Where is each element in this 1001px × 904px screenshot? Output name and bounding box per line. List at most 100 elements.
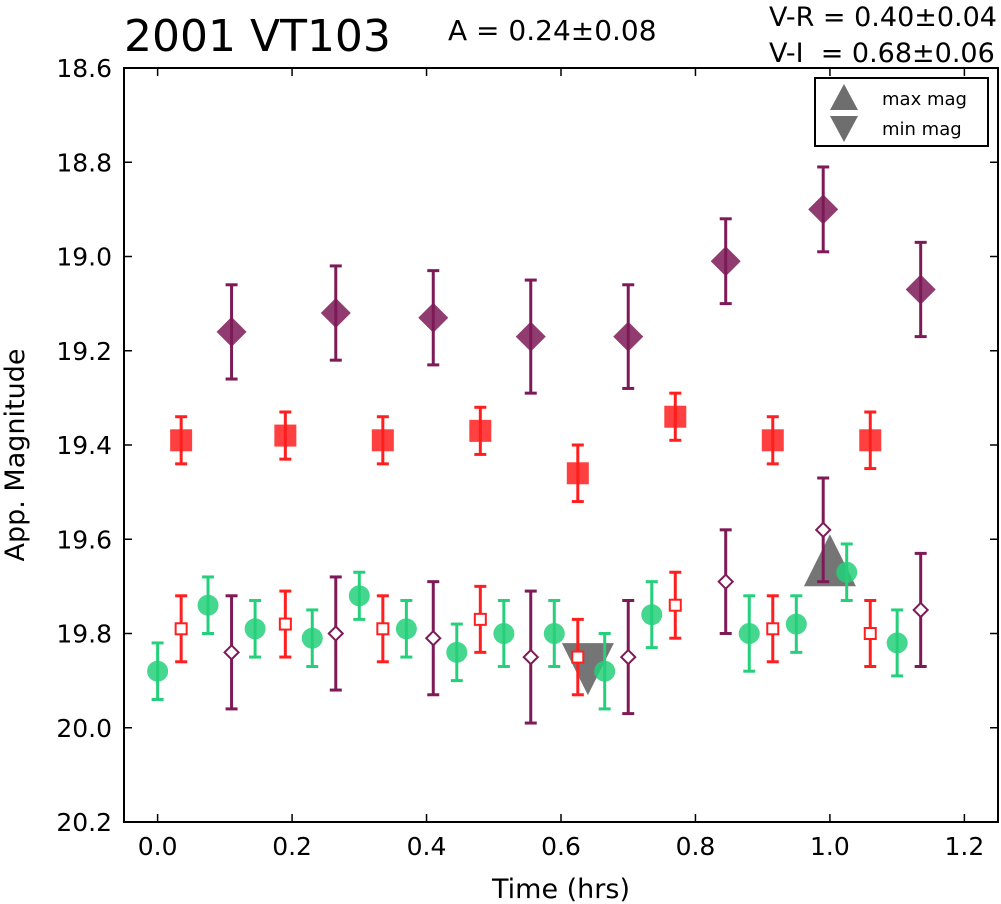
y-tick-label: 20.2 <box>56 808 112 837</box>
data-layer <box>147 165 936 725</box>
color-vr-label: V-R = 0.40±0.04 <box>768 2 997 33</box>
data-point <box>223 594 240 711</box>
y-tick-label: 18.6 <box>56 54 112 83</box>
color-vi-label: V-I = 0.68±0.06 <box>768 38 995 69</box>
x-axis-label: Time (hrs) <box>491 874 630 904</box>
data-point <box>376 594 390 664</box>
marker-diamond <box>613 321 644 352</box>
marker-square <box>170 429 193 452</box>
data-point <box>594 632 616 711</box>
marker-circle <box>493 623 515 644</box>
y-tick-label: 19.0 <box>56 243 112 272</box>
y-tick-label: 19.6 <box>56 525 112 554</box>
marker-open-diamond <box>619 648 637 666</box>
marker-circle <box>197 594 219 616</box>
marker-open-diamond <box>814 521 832 539</box>
data-point <box>301 608 323 668</box>
marker-square <box>371 429 394 452</box>
legend-min-marker <box>830 116 858 142</box>
marker-diamond <box>515 321 546 352</box>
x-tick-label: 0.2 <box>272 832 312 861</box>
data-point <box>473 584 487 654</box>
marker-open-square <box>278 617 292 631</box>
marker-open-square <box>766 622 780 636</box>
marker-circle <box>244 618 266 640</box>
marker-square <box>469 419 492 442</box>
data-point <box>566 443 589 504</box>
data-point <box>274 410 297 461</box>
legend: max mag min mag <box>814 77 989 147</box>
data-point <box>515 278 546 395</box>
marker-open-diamond <box>522 648 540 666</box>
amplitude-label: A = 0.24±0.08 <box>448 14 657 47</box>
data-point <box>619 599 637 716</box>
x-tick-label: 0.0 <box>138 832 178 861</box>
marker-diamond <box>418 302 449 333</box>
marker-open-square <box>376 622 390 636</box>
y-tick-label: 18.8 <box>56 148 112 177</box>
data-point <box>836 542 858 603</box>
axes: 0.0 0.2 0.4 0.6 0.8 1.0 1.2 18.6 18.8 19.0 19.2 19.… <box>56 54 999 861</box>
y-tick-label: 20.0 <box>56 714 112 743</box>
data-point <box>785 594 807 654</box>
x-tick-label: 0.8 <box>676 832 716 861</box>
data-point <box>668 570 682 640</box>
data-point <box>395 599 417 659</box>
data-point <box>859 410 882 471</box>
data-point <box>571 617 585 697</box>
y-tick-label: 19.8 <box>56 620 112 649</box>
marker-circle <box>785 613 807 635</box>
legend-min-label: min mag <box>882 119 962 140</box>
marker-square <box>664 405 687 428</box>
color-indices: V-R = 0.40±0.04 V-I = 0.68±0.06 <box>769 0 997 72</box>
marker-circle <box>446 641 468 663</box>
marker-circle <box>594 660 616 682</box>
data-point <box>424 580 442 697</box>
y-tick-label: 19.2 <box>56 337 112 366</box>
marker-circle <box>543 623 565 644</box>
marker-open-diamond <box>424 629 442 647</box>
marker-circle <box>836 561 858 583</box>
data-point <box>664 391 687 442</box>
marker-circle <box>301 627 323 649</box>
data-point <box>641 580 663 650</box>
marker-square <box>274 424 297 447</box>
data-point <box>348 570 370 621</box>
y-axis-label: App. Magnitude <box>0 349 31 562</box>
data-point <box>244 599 266 659</box>
data-point <box>320 264 351 362</box>
y-tick-label: 19.4 <box>56 431 112 460</box>
data-point <box>418 269 449 367</box>
x-tick-label: 1.0 <box>810 832 850 861</box>
marker-circle <box>641 604 663 626</box>
x-tick-label: 1.2 <box>945 832 985 861</box>
marker-circle <box>886 632 908 654</box>
marker-open-square <box>863 627 877 640</box>
marker-square <box>859 429 882 452</box>
x-tick-label: 0.6 <box>541 832 581 861</box>
data-point <box>886 608 908 678</box>
marker-open-square <box>174 622 188 636</box>
data-point <box>814 476 832 584</box>
marker-circle <box>348 585 370 607</box>
marker-circle <box>147 660 169 682</box>
marker-circle <box>738 623 760 644</box>
data-point <box>912 551 930 668</box>
data-point <box>147 641 169 701</box>
marker-open-diamond <box>327 625 345 642</box>
marker-square <box>566 462 589 485</box>
x-tick-label: 0.4 <box>407 832 447 861</box>
data-point <box>522 589 540 725</box>
legend-max-label: max mag <box>882 89 967 110</box>
marker-open-square <box>668 598 682 612</box>
data-point <box>543 599 565 668</box>
data-point <box>170 415 193 466</box>
marker-open-diamond <box>223 643 240 661</box>
marker-diamond <box>808 194 839 225</box>
data-point <box>197 575 219 635</box>
data-point <box>216 283 247 381</box>
data-point <box>174 594 188 664</box>
data-point <box>761 415 784 466</box>
data-point <box>371 415 394 466</box>
marker-open-square <box>571 650 585 664</box>
